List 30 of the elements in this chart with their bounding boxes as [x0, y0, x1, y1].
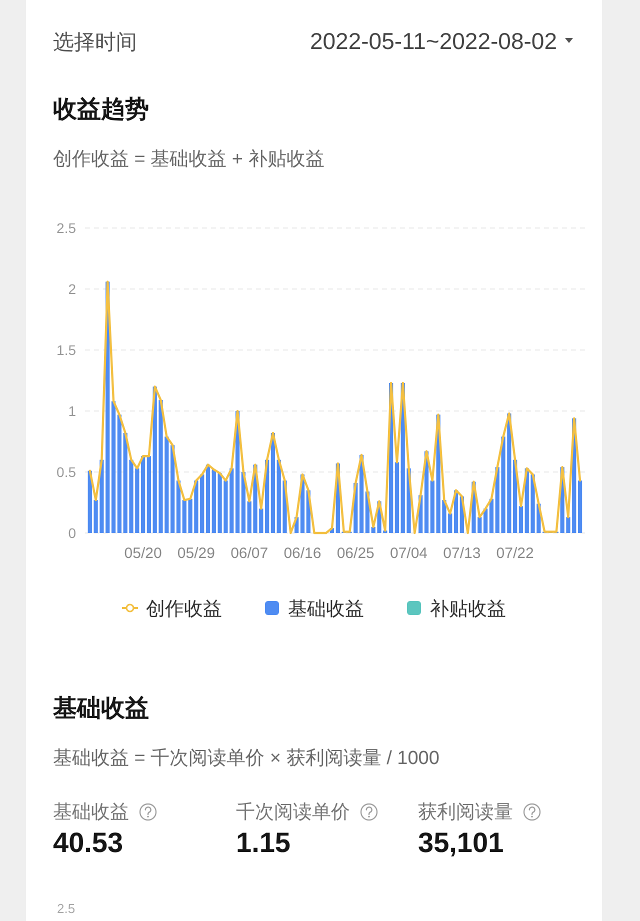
metric-value: 40.53 — [53, 827, 124, 858]
metric-value: 1.15 — [236, 827, 290, 858]
subtitle: 创作收益 = 基础收益 + 补贴收益 — [53, 149, 324, 170]
x-tick-label: 07/13 — [443, 545, 481, 562]
legend-label: 创作收益 — [146, 599, 222, 620]
title: 基础收益 — [53, 695, 149, 722]
x-tick-label: 05/29 — [177, 545, 215, 562]
y-tick-label: 0.5 — [56, 464, 76, 480]
y-tick-label: 1.5 — [56, 342, 76, 358]
x-tick-label: 06/25 — [336, 545, 374, 562]
x-tick-label: 07/04 — [390, 545, 428, 562]
metric-label: 千次阅读单价 — [236, 802, 350, 823]
annotation: 2.5 — [57, 901, 76, 916]
metric-label: 获利阅读量 — [418, 802, 513, 823]
subtitle: 基础收益 = 千次阅读单价 × 获利阅读量 / 1000 — [53, 748, 440, 769]
y-tick-label: 2.5 — [56, 220, 76, 236]
title: 收益趋势 — [53, 96, 149, 123]
legend-label: 基础收益 — [288, 599, 364, 620]
y-tick-label: 0 — [68, 525, 76, 541]
metric-value: 35,101 — [418, 827, 504, 858]
x-tick-label: 07/22 — [496, 545, 534, 562]
x-tick-label: 06/16 — [284, 545, 322, 562]
y-tick-label: 1 — [68, 403, 76, 419]
metric-label: 基础收益 — [53, 802, 129, 823]
annotation: 2022-05-11~2022-08-02 — [310, 28, 557, 54]
y-tick-label: 2 — [68, 281, 76, 297]
annotation: 选择时间 — [53, 31, 137, 54]
x-tick-label: 05/20 — [124, 545, 162, 562]
legend-label: 补贴收益 — [430, 599, 506, 620]
x-tick-label: 06/07 — [230, 545, 268, 562]
